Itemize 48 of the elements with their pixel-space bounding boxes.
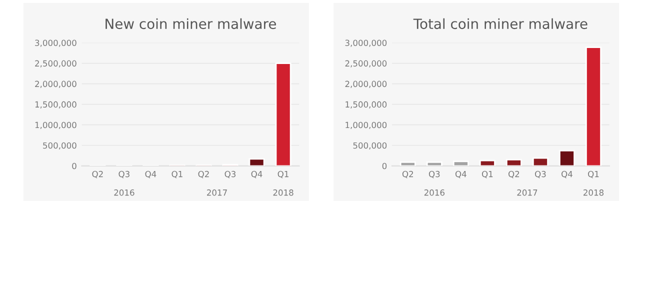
text: 2016	[114, 189, 134, 196]
y-tick-label: 2,500,000	[35, 60, 76, 68]
bar	[426, 161, 442, 166]
x-tick-label: Q1	[172, 170, 182, 178]
x-tick-label: Q4	[455, 170, 466, 178]
bar	[248, 158, 265, 166]
x-tick-label: Q4	[562, 170, 572, 178]
bar	[532, 157, 548, 166]
y-tick-label: 2,000,000	[345, 80, 387, 88]
text: 2017	[207, 189, 227, 196]
y-tick-label: 2,000,000	[35, 80, 76, 88]
bar	[506, 159, 522, 166]
x-tick-label: Q3	[118, 170, 130, 178]
bar	[586, 46, 602, 166]
y-tick-label: 0	[72, 162, 76, 170]
y-tick-label: 500,000	[43, 142, 76, 150]
bar	[275, 62, 292, 166]
y-tick-label: 1,500,000	[35, 101, 76, 108]
y-tick-label: 3,000,000	[35, 40, 76, 47]
y-tick-label: 0	[382, 162, 387, 170]
y-tick-label: 1,000,000	[35, 122, 76, 129]
x-tick-label: Q2	[402, 170, 413, 178]
y-tick-label: 500,000	[353, 142, 387, 150]
text: 2017	[517, 189, 538, 196]
y-tick-label: 1,500,000	[346, 101, 387, 108]
bar	[400, 161, 416, 166]
x-tick-label: Q2	[92, 170, 103, 178]
chart-title: New coin miner malware	[106, 18, 276, 30]
text: 2016	[424, 189, 444, 196]
x-tick-label: Q3	[428, 170, 440, 178]
text: 2018	[273, 189, 294, 196]
x-tick-label: Q4	[145, 170, 156, 178]
x-tick-label: Q1	[278, 170, 288, 178]
bar	[479, 160, 496, 166]
text: 2018	[584, 189, 604, 196]
bar	[452, 160, 469, 166]
x-tick-label: Q1	[588, 170, 599, 178]
bar	[559, 150, 575, 166]
x-tick-label: Q2	[198, 170, 209, 178]
x-tick-label: Q1	[482, 170, 493, 178]
x-tick-label: Q2	[508, 170, 520, 178]
x-tick-label: Q3	[535, 170, 546, 178]
x-tick-label: Q4	[251, 170, 262, 178]
y-tick-label: 2,500,000	[345, 60, 387, 68]
y-tick-label: 1,000,000	[346, 122, 387, 129]
y-tick-label: 3,000,000	[345, 40, 387, 47]
x-tick-label: Q3	[224, 170, 236, 178]
chart-title: Total coin miner malware	[413, 18, 588, 30]
